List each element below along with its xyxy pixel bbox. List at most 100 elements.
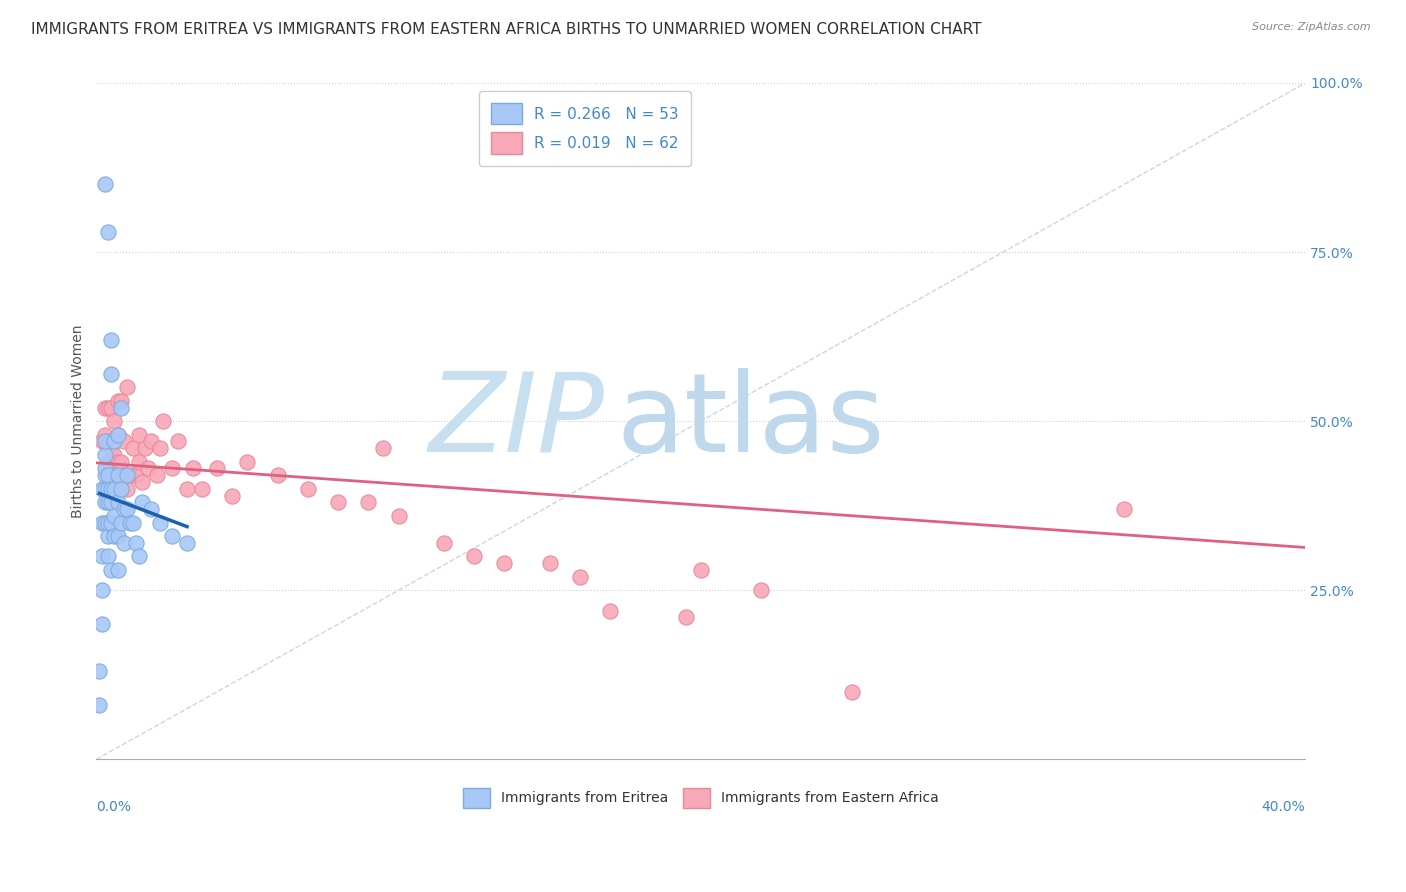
Point [89,698,111,713]
Point [91,516,114,530]
Point [110,516,132,530]
Point [373,441,395,455]
Point [112,536,135,550]
Point [149,516,172,530]
Point [112,468,135,483]
Point [100,563,122,577]
Point [433,536,456,550]
Point [97,529,120,543]
Point [107,468,129,483]
Point [94,401,117,415]
Point [100,333,122,347]
Point [121,441,143,455]
Point [97,516,120,530]
Point [110,455,132,469]
Point [463,549,485,564]
Point [100,482,122,496]
Point [94,434,117,449]
Text: 40.0%: 40.0% [1261,800,1305,814]
Point [675,610,697,624]
Point [110,482,132,496]
Point [91,482,114,496]
Point [115,468,138,483]
Point [89,665,111,679]
Point [94,495,117,509]
Point [107,427,129,442]
Y-axis label: Births to Unmarried Women: Births to Unmarried Women [72,325,86,518]
Point [107,427,129,442]
Point [97,401,120,415]
Point [97,495,120,509]
Point [107,529,129,543]
Point [124,536,146,550]
Point [91,549,114,564]
Point [139,502,162,516]
Point [118,468,141,483]
Point [110,482,132,496]
Point [388,508,411,523]
Point [115,380,138,394]
Point [139,434,162,449]
Point [134,441,156,455]
Text: atlas: atlas [616,368,884,475]
Text: Source: ZipAtlas.com: Source: ZipAtlas.com [1253,22,1371,32]
Point [100,441,122,455]
Point [103,448,125,462]
Point [689,563,711,577]
Point [191,482,214,496]
Point [107,563,129,577]
Point [91,434,114,449]
Point [107,482,129,496]
Point [94,448,117,462]
Point [97,225,120,239]
Point [100,516,122,530]
Point [160,461,183,475]
Point [97,468,120,483]
Text: 0.0%: 0.0% [97,800,131,814]
Point [124,468,146,483]
Point [97,549,120,564]
Legend: Immigrants from Eritrea, Immigrants from Eastern Africa: Immigrants from Eritrea, Immigrants from… [457,782,945,814]
Point [267,468,290,483]
Point [357,495,380,509]
Point [94,427,117,442]
Point [103,434,125,449]
Point [749,583,772,598]
Point [128,427,150,442]
Point [128,549,150,564]
Point [100,367,122,381]
Point [568,570,591,584]
Point [176,482,198,496]
Point [115,502,138,516]
Point [121,516,143,530]
Point [160,529,183,543]
Point [176,536,198,550]
Point [128,455,150,469]
Point [97,482,120,496]
Point [131,495,153,509]
Point [146,468,169,483]
Point [107,455,129,469]
Point [494,556,516,570]
Point [149,441,172,455]
Text: IMMIGRANTS FROM ERITREA VS IMMIGRANTS FROM EASTERN AFRICA BIRTHS TO UNMARRIED WO: IMMIGRANTS FROM ERITREA VS IMMIGRANTS FR… [31,22,981,37]
Point [100,401,122,415]
Point [207,461,229,475]
Point [538,556,561,570]
Point [107,393,129,408]
Point [100,468,122,483]
Point [152,414,174,428]
Point [136,461,159,475]
Point [94,461,117,475]
Point [103,482,125,496]
Point [100,495,122,509]
Point [1112,502,1135,516]
Point [131,475,153,489]
Point [110,393,132,408]
Point [167,434,190,449]
Point [328,495,350,509]
Text: ZIP: ZIP [429,368,605,475]
Point [94,178,117,192]
Point [181,461,204,475]
Point [118,516,141,530]
